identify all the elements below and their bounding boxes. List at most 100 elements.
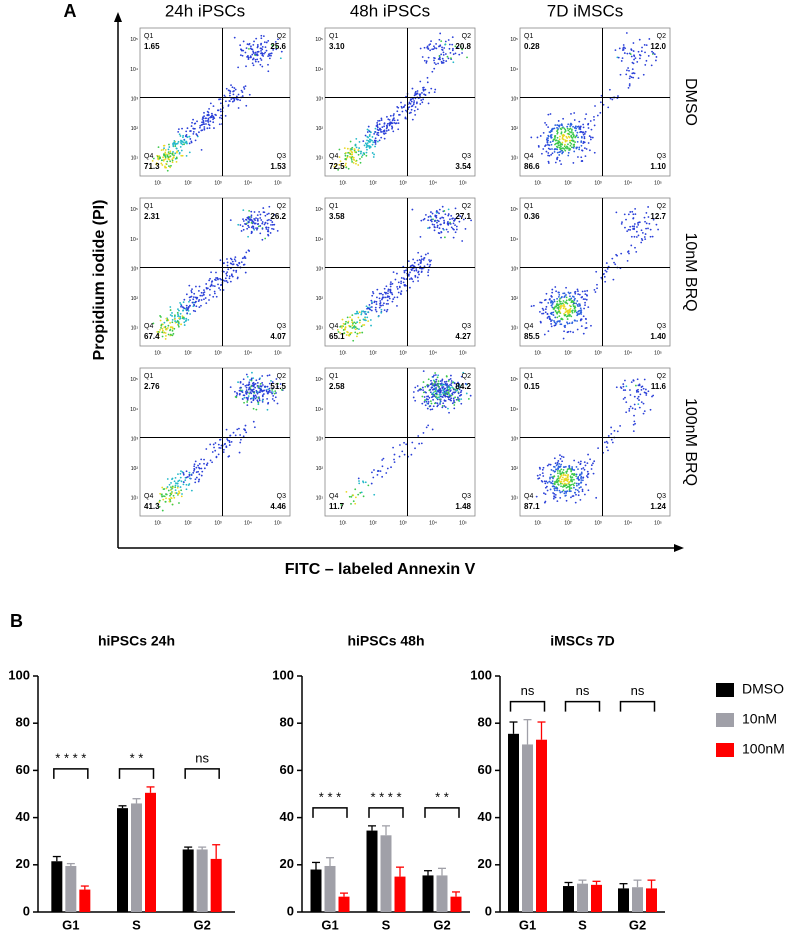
event-dot bbox=[161, 509, 164, 512]
event-dot bbox=[452, 61, 455, 64]
event-dot bbox=[390, 291, 393, 294]
event-dot bbox=[268, 54, 271, 57]
event-dot bbox=[351, 153, 354, 156]
event-dot bbox=[439, 217, 442, 220]
event-dot bbox=[207, 118, 210, 121]
event-dot bbox=[374, 143, 377, 145]
y-tick-label: 10⁵ bbox=[315, 207, 323, 213]
event-dot bbox=[194, 310, 197, 313]
quadrant-name: Q3 bbox=[657, 493, 666, 500]
event-dot bbox=[421, 258, 423, 261]
event-dot bbox=[245, 373, 248, 376]
event-dot bbox=[229, 219, 232, 222]
event-dot bbox=[257, 223, 260, 225]
event-dot bbox=[566, 127, 569, 130]
event-dot bbox=[569, 490, 572, 493]
event-dot bbox=[586, 294, 589, 297]
event-dot bbox=[566, 147, 568, 150]
event-dot bbox=[259, 232, 262, 235]
event-dot bbox=[447, 214, 450, 217]
event-dot bbox=[260, 42, 263, 45]
event-dot bbox=[559, 491, 562, 494]
event-dot bbox=[271, 381, 274, 383]
event-dot bbox=[408, 106, 411, 109]
event-dot bbox=[275, 48, 278, 51]
event-dot bbox=[422, 389, 425, 392]
event-dot bbox=[265, 226, 267, 229]
event-dot bbox=[373, 132, 376, 135]
event-dot bbox=[640, 386, 643, 388]
quadrant-name: Q4 bbox=[329, 323, 338, 330]
event-dot bbox=[558, 315, 561, 317]
event-dot bbox=[195, 466, 198, 469]
legend-swatch bbox=[716, 743, 734, 757]
event-dot bbox=[183, 298, 186, 301]
quadrant-name: Q3 bbox=[462, 153, 471, 160]
event-dot bbox=[562, 456, 565, 459]
x-tick-label: 10⁴ bbox=[244, 520, 252, 526]
event-dot bbox=[341, 165, 344, 167]
event-dot bbox=[628, 83, 631, 85]
event-dot bbox=[380, 311, 383, 314]
event-dot bbox=[348, 334, 351, 337]
event-dot bbox=[556, 311, 559, 314]
event-dot bbox=[568, 487, 571, 490]
event-dot bbox=[566, 331, 569, 334]
event-dot bbox=[203, 298, 205, 301]
event-dot bbox=[379, 300, 382, 302]
event-dot bbox=[172, 145, 175, 148]
event-dot bbox=[258, 378, 261, 381]
event-dot bbox=[268, 374, 271, 377]
event-dot bbox=[640, 229, 643, 232]
event-dot bbox=[252, 407, 255, 410]
event-dot bbox=[556, 312, 559, 315]
y-axis-label: Propidium iodide (PI) bbox=[91, 200, 108, 361]
event-dot bbox=[205, 302, 208, 305]
event-dot bbox=[430, 87, 433, 90]
event-dot bbox=[188, 284, 191, 287]
event-dot bbox=[378, 119, 381, 122]
event-dot bbox=[206, 110, 209, 113]
event-dot bbox=[414, 90, 417, 93]
event-dot bbox=[215, 279, 217, 282]
event-dot bbox=[574, 297, 576, 300]
event-dot bbox=[632, 213, 635, 216]
y-tick-label: 10² bbox=[131, 126, 139, 132]
event-dot bbox=[246, 398, 249, 401]
event-dot bbox=[559, 135, 561, 138]
event-dot bbox=[407, 260, 410, 263]
event-dot bbox=[175, 147, 178, 150]
event-dot bbox=[436, 376, 439, 379]
event-dot bbox=[620, 252, 623, 255]
y-tick-label: 10³ bbox=[316, 96, 324, 102]
event-dot bbox=[250, 210, 253, 213]
event-dot bbox=[454, 388, 457, 391]
event-dot bbox=[219, 447, 222, 449]
event-dot bbox=[167, 333, 170, 336]
event-dot bbox=[565, 470, 567, 473]
event-dot bbox=[570, 123, 573, 126]
event-dot bbox=[425, 391, 427, 394]
legend-swatch bbox=[716, 713, 734, 727]
event-dot bbox=[633, 235, 636, 238]
event-dot bbox=[447, 221, 449, 223]
event-dot bbox=[238, 262, 241, 264]
event-dot bbox=[243, 394, 246, 397]
event-dot bbox=[560, 124, 563, 126]
event-dot bbox=[246, 227, 249, 230]
event-dot bbox=[442, 53, 445, 56]
event-dot bbox=[630, 244, 633, 247]
quadrant-name: Q2 bbox=[657, 203, 666, 210]
event-dot bbox=[228, 94, 231, 97]
bar bbox=[210, 858, 222, 912]
event-dot bbox=[275, 45, 278, 48]
event-dot bbox=[345, 491, 348, 493]
event-dot bbox=[396, 272, 398, 275]
event-dot bbox=[167, 151, 170, 154]
bar bbox=[338, 896, 350, 912]
event-dot bbox=[627, 67, 630, 69]
event-dot bbox=[571, 476, 574, 479]
event-dot bbox=[415, 269, 418, 272]
event-dot bbox=[631, 210, 634, 213]
event-dot bbox=[177, 313, 179, 316]
